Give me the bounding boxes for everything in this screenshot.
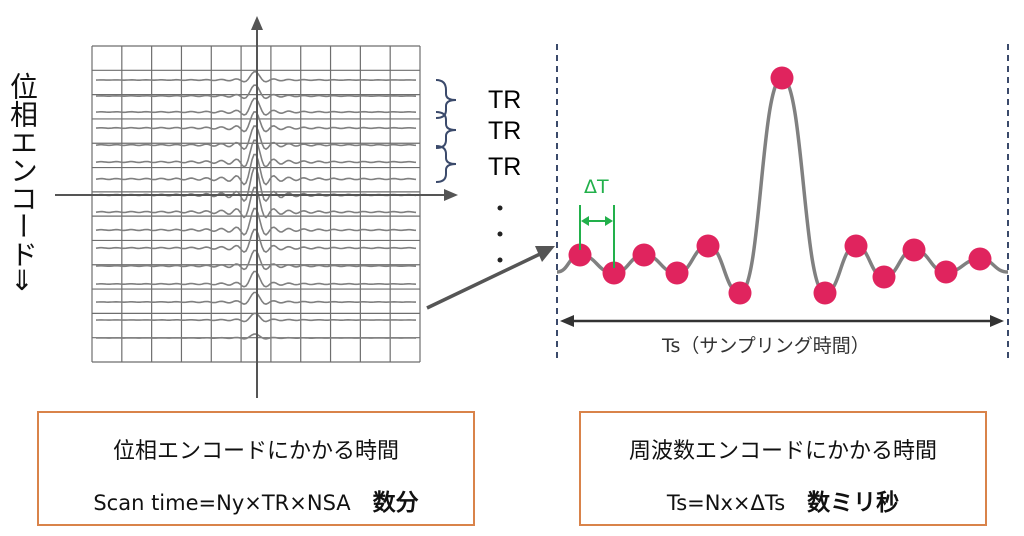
ellipsis-dot-2 (497, 231, 503, 237)
sample-point (968, 247, 992, 271)
phase-encode-time-box: 位相エンコードにかかる時間 Scan time=Ny×TR×NSA 数分 (37, 411, 475, 526)
delta-t-arrow-left (581, 216, 589, 226)
sample-point (632, 243, 656, 267)
zoom-arrow-head (535, 246, 555, 262)
frequency-encode-time-title: 周波数エンコードにかかる時間 (628, 439, 937, 464)
scan-time-duration: 数分 (372, 490, 419, 516)
tr-label-2: TR (488, 117, 521, 145)
phase-encode-time-title: 位相エンコードにかかる時間 (112, 439, 399, 464)
sampling-time-formula: Ts=Nx×ΔTs (666, 491, 786, 515)
ts-span-arrow-left (560, 315, 574, 327)
phase-encode-axis-label: 位相エンコード⇒ (6, 72, 39, 292)
echo-signal-curve (556, 76, 1009, 295)
ts-span-arrow-right (990, 315, 1004, 327)
sample-point (770, 66, 794, 90)
tr-brace-1 (435, 79, 457, 119)
sampling-time-duration: 数ミリ秒 (807, 490, 900, 516)
scan-time-formula: Scan time=Ny×TR×NSA (93, 491, 351, 515)
kspace-vertical-axis-arrowhead (251, 16, 263, 30)
sample-point (728, 281, 752, 305)
sample-point (844, 234, 868, 258)
sample-point (602, 261, 626, 285)
ts-label: Ts（サンプリング時間） (661, 335, 870, 357)
zoom-arrow (426, 252, 541, 310)
frequency-encode-time-box: 周波数エンコードにかかる時間 Ts=Nx×ΔTs 数ミリ秒 (579, 411, 987, 526)
delta-t-arrow-right (605, 216, 613, 226)
tr-label-3: TR (488, 153, 521, 181)
frequency-encode-formula-row: Ts=Nx×ΔTs 数ミリ秒 (581, 483, 985, 517)
kspace-horizontal-axis-arrowhead (444, 189, 458, 201)
sample-point (696, 234, 720, 258)
phase-encode-formula-row: Scan time=Ny×TR×NSA 数分 (39, 483, 473, 517)
sample-point (813, 281, 837, 305)
tr-brace-2 (435, 111, 457, 149)
sample-point (902, 238, 926, 262)
ellipsis-dot-1 (497, 205, 503, 211)
sample-point (934, 260, 958, 284)
tr-brace-3 (435, 145, 457, 183)
tr-label-1: TR (488, 86, 521, 114)
sample-points (568, 66, 992, 305)
ellipsis-dot-3 (497, 257, 503, 263)
sample-point (665, 261, 689, 285)
sample-point (568, 243, 592, 267)
sample-point (872, 265, 896, 289)
delta-t-label: ΔT (584, 176, 609, 198)
